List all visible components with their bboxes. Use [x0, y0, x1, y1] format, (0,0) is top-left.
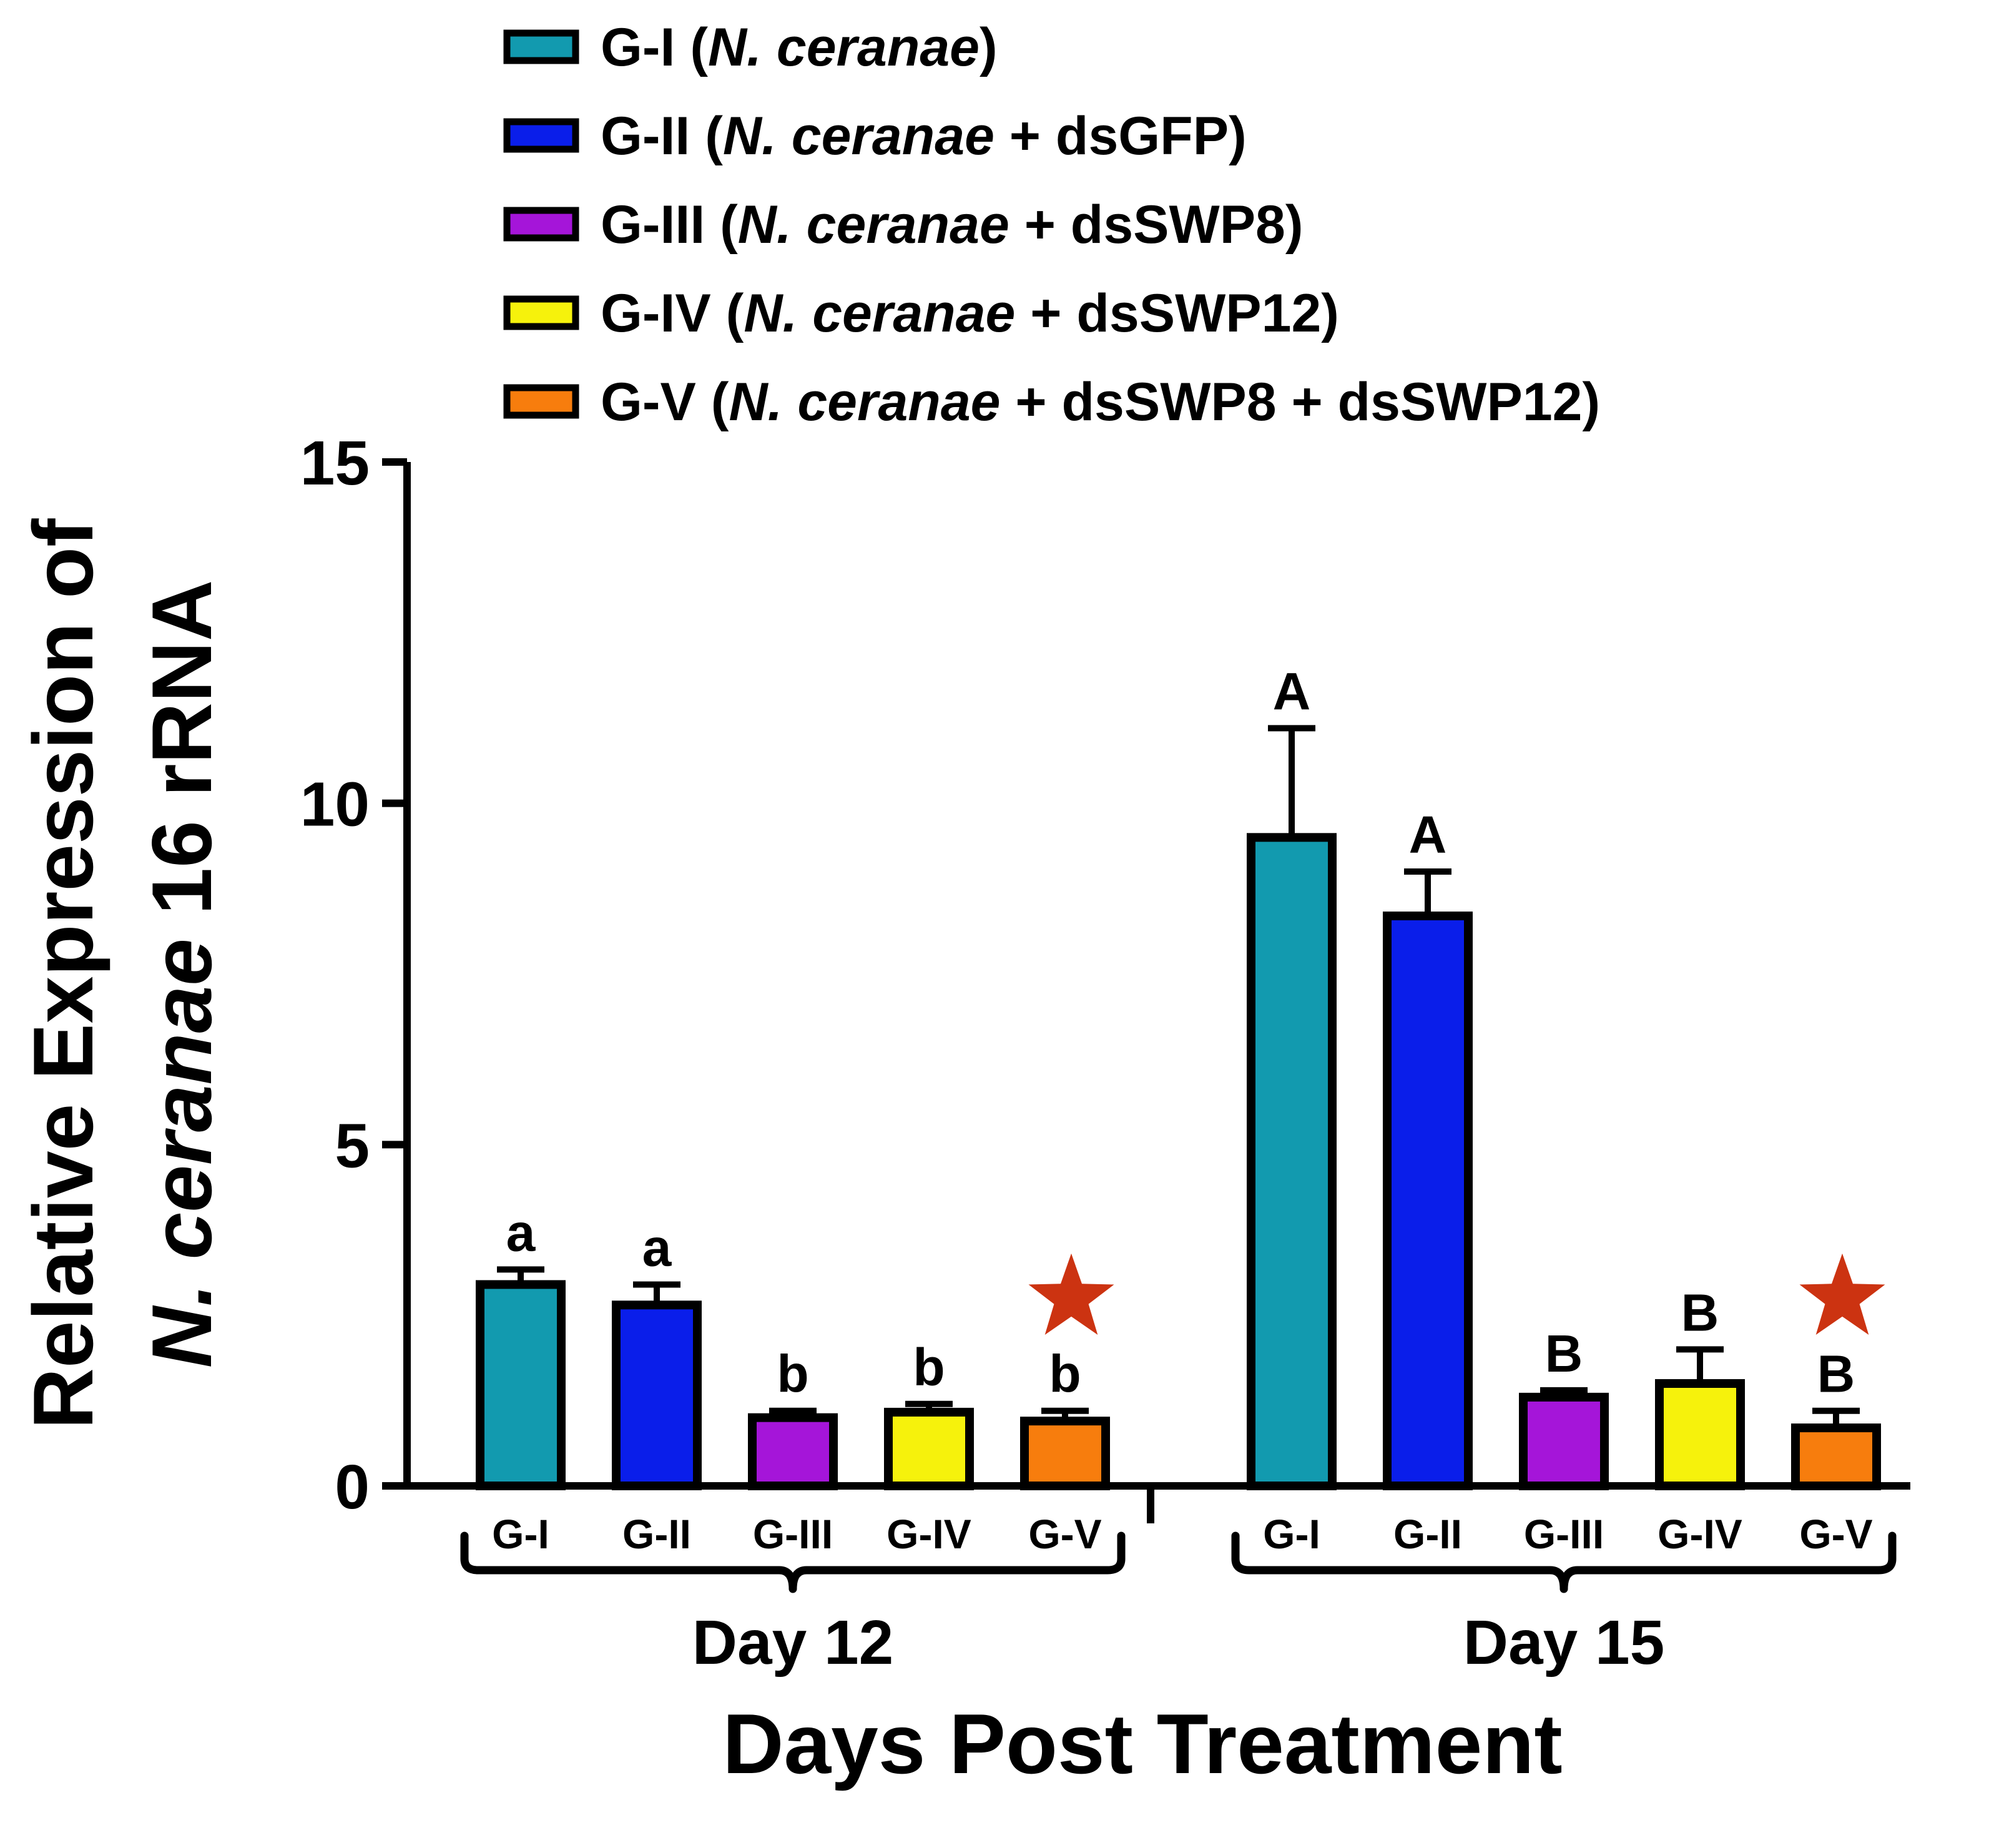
y-tick-label-0: 0	[335, 1452, 370, 1522]
y-axis-label-line2: N. ceranae 16 rRNA	[134, 580, 229, 1368]
legend-swatch-1	[503, 29, 579, 64]
day12-g-i-bar	[476, 1280, 566, 1490]
bars: a a b b b A A B B B	[476, 662, 1885, 1491]
day12-g-iv-sig-letter: b	[913, 1338, 945, 1397]
legend-label-3: G-III (N. ceranae + dsSWP8)	[601, 195, 1304, 255]
legend: G-I (N. ceranae) G-II (N. ceranae + dsGFP…	[503, 17, 1600, 432]
y-tick-label-5: 5	[335, 1111, 370, 1181]
legend-swatch-3	[503, 207, 579, 242]
day12-g-iii-category-label: G-III	[753, 1511, 833, 1557]
day15-g-i-bar	[1247, 833, 1337, 1490]
y-tick-label-15: 15	[300, 428, 370, 498]
legend-label-4: G-IV (N. ceranae + dsSWP12)	[601, 283, 1339, 343]
legend-swatch-2	[503, 118, 579, 153]
legend-label-1: G-I (N. ceranae)	[601, 17, 998, 77]
day12-g-iv-category-label: G-IV	[886, 1511, 971, 1557]
day15-g-iv-sig-letter: B	[1681, 1283, 1719, 1342]
day15-g-v-bar	[1791, 1423, 1881, 1490]
day12-g-iii-sig-letter: b	[777, 1345, 808, 1403]
day15-g-v-star-marker	[1799, 1253, 1885, 1335]
day15-g-ii-sig-letter: A	[1409, 805, 1447, 864]
day-group-brace-2	[1231, 1531, 1897, 1593]
day12-g-iv-bar	[884, 1407, 974, 1490]
day12-g-i-sig-letter: a	[506, 1203, 536, 1262]
legend-swatch-5	[503, 384, 579, 419]
day15-g-iii-bar	[1519, 1392, 1609, 1491]
y-axis-label: Relative Expression of N. ceranae 16 rRNA	[16, 518, 229, 1429]
y-axis-label-line1: Relative Expression of	[16, 518, 110, 1429]
day12-g-v-sig-letter: b	[1049, 1345, 1081, 1403]
day12-g-v-star-marker	[1028, 1253, 1114, 1335]
day-group-label-1: Day 12	[692, 1608, 893, 1678]
day15-g-iv-category-label: G-IV	[1658, 1511, 1742, 1557]
day15-g-iii-category-label: G-III	[1524, 1511, 1604, 1557]
day15-g-ii-bar	[1383, 912, 1473, 1490]
day-group-label-2: Day 15	[1463, 1608, 1664, 1678]
day12-g-iii-bar	[748, 1413, 838, 1491]
day12-g-v-category-label: G-V	[1028, 1511, 1101, 1557]
day12-g-ii-sig-letter: a	[642, 1218, 672, 1277]
legend-swatch-4	[503, 295, 579, 330]
day12-g-ii-bar	[612, 1300, 702, 1490]
day15-g-iv-bar	[1655, 1379, 1745, 1490]
day15-g-v-category-label: G-V	[1799, 1511, 1872, 1557]
y-tick-label-10: 10	[300, 770, 370, 840]
day15-g-v-sig-letter: B	[1817, 1345, 1855, 1403]
day15-g-i-category-label: G-I	[1263, 1511, 1320, 1557]
legend-label-5: G-V (N. ceranae + dsSWP8 + dsSWP12)	[601, 372, 1600, 432]
day12-g-v-bar	[1020, 1417, 1110, 1490]
day15-g-i-sig-letter: A	[1273, 662, 1311, 720]
day-group-brace-1	[460, 1531, 1126, 1593]
category-labels: G-I G-II G-III G-IV G-V Day 12 G-I G-II G-III G-I…	[460, 1511, 1897, 1678]
x-axis-label: Days Post Treatment	[722, 1696, 1562, 1791]
legend-label-2: G-II (N. ceranae + dsGFP)	[601, 106, 1247, 166]
day12-g-i-category-label: G-I	[492, 1511, 549, 1557]
day12-g-ii-category-label: G-II	[622, 1511, 691, 1557]
day15-g-iii-sig-letter: B	[1545, 1324, 1583, 1383]
day15-g-ii-category-label: G-II	[1393, 1511, 1462, 1557]
